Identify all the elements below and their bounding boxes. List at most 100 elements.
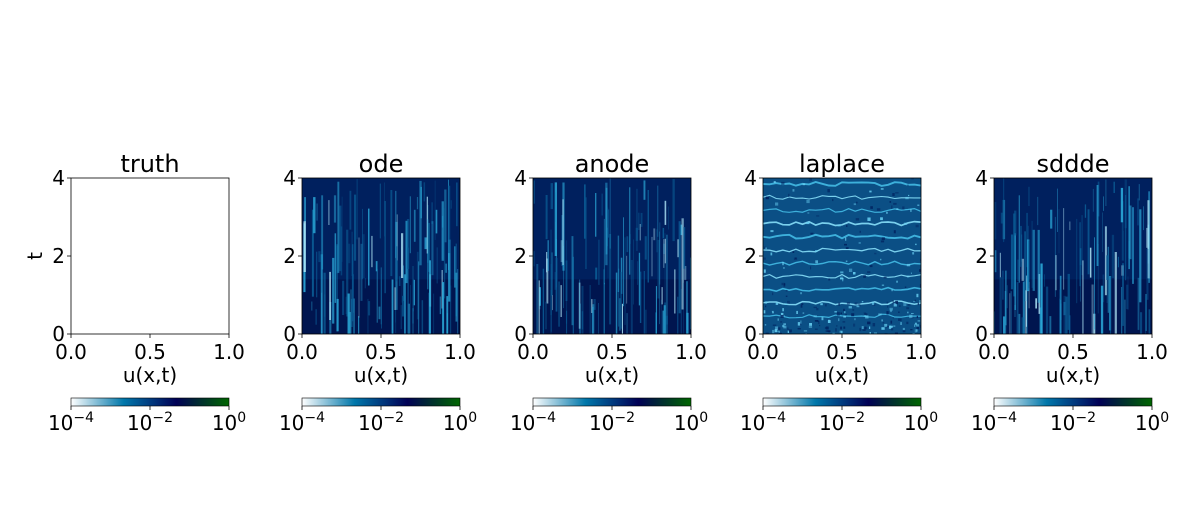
heatmap-speckle (909, 314, 913, 319)
heatmap-streak (1045, 286, 1049, 334)
heatmap-streak (412, 278, 414, 312)
heatmap-speckle (853, 323, 856, 327)
colorbar-tick-label: 10−2 (589, 410, 635, 435)
x-tick-label: 0.0 (517, 340, 549, 364)
colorbar-gradient (762, 397, 922, 407)
heatmap-speckle (911, 178, 914, 180)
heatmap-streak (555, 257, 558, 312)
heatmap-streak (659, 231, 660, 325)
heatmap-streak (1054, 216, 1056, 297)
subplot-title: sddde (1037, 150, 1110, 178)
heatmap-streak (1080, 265, 1081, 302)
colorbar-tick-label: 100 (1135, 410, 1169, 435)
subplot-title: truth (120, 150, 179, 178)
heatmap-streak (375, 261, 378, 272)
heatmap-streak (1040, 263, 1043, 334)
heatmap-speckle (780, 312, 784, 315)
heatmap-sddde (994, 178, 1152, 334)
heatmap-speckle (770, 252, 773, 256)
heatmap-streak (311, 301, 313, 311)
heatmap-speckle (880, 258, 882, 261)
heatmap-streak (1081, 215, 1083, 276)
heatmap-streak (405, 220, 408, 284)
heatmap-speckle (787, 330, 790, 333)
heatmap-streak (336, 298, 339, 332)
heatmap-speckle (801, 303, 804, 305)
heatmap-streak (1129, 205, 1132, 260)
heatmap-streak (647, 190, 649, 283)
heatmap-speckle (916, 315, 918, 319)
heatmap-speckle (920, 325, 921, 328)
y-tick-label: 2 (975, 244, 988, 268)
colorbar-gradient (70, 397, 230, 407)
heatmap-streak (410, 284, 411, 334)
y-axis-label: t (23, 252, 47, 260)
heatmap-streak (1009, 293, 1011, 334)
heatmap-speckle (872, 323, 876, 327)
heatmap-streak (384, 182, 385, 237)
heatmap-speckle (803, 330, 808, 332)
heatmap-speckle (815, 250, 818, 252)
heatmap-streak (427, 219, 429, 290)
heatmap-speckle (920, 258, 921, 262)
heatmap-speckle (865, 315, 869, 319)
heatmap-streak (360, 243, 363, 301)
heatmap-speckle (816, 308, 819, 311)
heatmap-speckle (841, 331, 843, 334)
heatmap-streak (339, 205, 342, 272)
heatmap-streak (560, 240, 563, 263)
heatmap-speckle (821, 317, 824, 321)
colorbar-tick-label: 100 (212, 410, 246, 435)
heatmap-speckle (903, 302, 907, 307)
heatmap-streak (1059, 298, 1060, 334)
heatmap-streak (455, 272, 458, 322)
heatmap-streak (439, 296, 442, 315)
heatmap-streak (558, 281, 560, 327)
heatmap-streak (1014, 210, 1017, 236)
subplot-sddde: sddde 0 2 4 0.0 0.5 1.0 u(x,t) 10−4 10−2 100 (971, 150, 1169, 435)
colorbar: 10−4 10−2 100 (971, 397, 1169, 435)
heatmap-speckle (900, 322, 902, 325)
x-tick-label: 1.0 (675, 340, 707, 364)
heatmap-streak (626, 313, 628, 334)
heatmap-speckle (873, 332, 877, 334)
heatmap-streak (353, 298, 355, 334)
heatmap-speckle (809, 323, 812, 326)
heatmap-speckle (907, 304, 911, 306)
y-tick-label: 2 (52, 244, 65, 268)
x-tick-label: 1.0 (905, 340, 937, 364)
colorbar-tick-label: 10−2 (358, 410, 404, 435)
heatmap-speckle (824, 304, 827, 307)
heatmap-streak (419, 180, 422, 266)
subplot-title: ode (359, 150, 404, 178)
heatmap-speckle (898, 311, 900, 313)
heatmap-speckle (810, 232, 814, 235)
heatmap-streak (665, 315, 668, 334)
heatmap-streak (1084, 204, 1087, 218)
heatmap-speckle (832, 198, 834, 202)
y-tick-label: 2 (514, 244, 527, 268)
heatmap-speckle (889, 307, 893, 311)
heatmap-speckle (789, 331, 792, 333)
heatmap-streak (1124, 195, 1127, 281)
heatmap-speckle (840, 271, 844, 274)
heatmap-speckle (917, 302, 919, 306)
heatmap-speckle (785, 290, 788, 292)
heatmap-streak (1097, 181, 1100, 217)
heatmap-speckle (855, 218, 860, 221)
heatmap-streak (662, 310, 664, 334)
heatmap-streak (999, 277, 1002, 334)
heatmap-streak (554, 192, 556, 222)
heatmap-streak (1079, 248, 1082, 266)
x-tick-label: 0.0 (286, 340, 318, 364)
heatmap-streak (562, 199, 564, 265)
heatmap-streak (554, 272, 557, 290)
heatmap-speckle (892, 193, 895, 196)
heatmap-speckle (788, 329, 792, 332)
heatmap-streak (394, 287, 396, 310)
heatmap-speckle (838, 318, 840, 322)
colorbar-tick-label: 100 (904, 410, 938, 435)
x-tick-label: 1.0 (1136, 340, 1168, 364)
heatmap-speckle (878, 313, 882, 316)
heatmap-streak (635, 227, 638, 241)
